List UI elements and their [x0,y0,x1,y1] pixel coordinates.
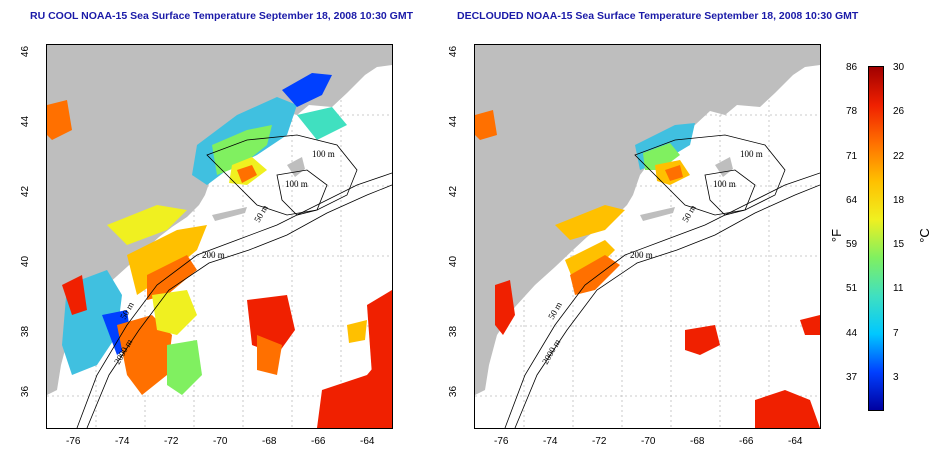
fahrenheit-tick-label: 37 [846,372,858,383]
lon-tick: -64 [360,436,375,447]
island-long [212,207,247,221]
lat-tick: 36 [20,385,32,398]
left-sst-map: 100 m 100 m 50 m 200 m 50 m 2000 m [46,44,393,429]
celsius-tick-label: 7 [893,327,899,339]
lon-tick: -68 [690,436,705,447]
lat-tick: 40 [448,255,460,268]
left-panel-title: RU COOL NOAA-15 Sea Surface Temperature … [30,10,414,22]
left-map-canvas: 100 m 100 m 50 m 200 m 50 m 2000 m [47,45,392,428]
celsius-tick-label: 30 [893,62,905,73]
svg-text:200 m: 200 m [630,250,653,260]
lon-tick: -76 [494,436,509,447]
lat-tick: 42 [20,185,32,198]
lat-tick: 44 [20,115,32,128]
celsius-unit-label: °C [916,228,932,243]
land-mass [475,45,820,395]
lat-tick: 42 [448,185,460,198]
svg-text:100 m: 100 m [713,179,736,189]
lat-tick: 44 [448,115,460,128]
lon-tick: -66 [739,436,754,447]
fahrenheit-tick-label: 78 [846,106,858,118]
svg-text:100 m: 100 m [285,179,308,189]
temperature-colorbar [868,66,884,411]
svg-text:50 m: 50 m [680,203,698,224]
isobath-contours [76,134,392,428]
celsius-tick-label: 15 [893,239,905,251]
sst-patches [475,110,820,428]
svg-text:2000 m: 2000 m [540,337,562,366]
lat-tick: 40 [20,255,32,268]
lon-tick: -66 [311,436,326,447]
land-mass [47,45,392,395]
celsius-tick-label: 22 [893,150,905,162]
lon-tick: -68 [262,436,277,447]
fahrenheit-tick-label: 71 [846,150,858,162]
svg-text:50 m: 50 m [252,203,270,224]
lon-tick: -76 [66,436,81,447]
svg-text:50 m: 50 m [546,300,564,321]
lat-tick: 38 [20,325,32,338]
lat-tick: 46 [20,45,32,58]
lon-tick: -72 [164,436,179,447]
svg-text:100 m: 100 m [740,149,763,159]
fahrenheit-tick-label: 86 [846,62,858,73]
celsius-tick-label: 11 [893,283,904,295]
lat-tick: 38 [448,325,460,338]
lon-tick: -64 [788,436,803,447]
lon-tick: -74 [543,436,558,447]
right-sst-map: 100 m 100 m 50 m 200 m 50 m 2000 m [474,44,821,429]
svg-text:100 m: 100 m [312,149,335,159]
fahrenheit-tick-label: 64 [846,194,858,206]
cape-cod [715,157,733,177]
celsius-tick-label: 18 [893,194,905,206]
right-panel-title: DECLOUDED NOAA-15 Sea Surface Temperatur… [457,10,859,22]
fahrenheit-unit-label: °F [829,228,845,243]
lat-tick: 46 [448,45,460,58]
fahrenheit-tick-label: 44 [846,327,858,339]
isobath-contours [504,134,820,428]
lat-tick: 36 [448,385,460,398]
fahrenheit-tick-label: 59 [846,239,858,251]
island-long [640,207,675,221]
svg-text:200 m: 200 m [202,250,225,260]
celsius-tick-label: 3 [893,372,899,383]
lon-tick: -74 [115,436,130,447]
fahrenheit-tick-label: 51 [846,283,858,295]
lon-tick: -70 [213,436,228,447]
sst-patches [47,73,392,428]
celsius-tick-label: 26 [893,106,905,118]
right-map-canvas: 100 m 100 m 50 m 200 m 50 m 2000 m [475,45,820,428]
lon-tick: -70 [641,436,656,447]
lon-tick: -72 [592,436,607,447]
cape-cod [287,157,305,177]
